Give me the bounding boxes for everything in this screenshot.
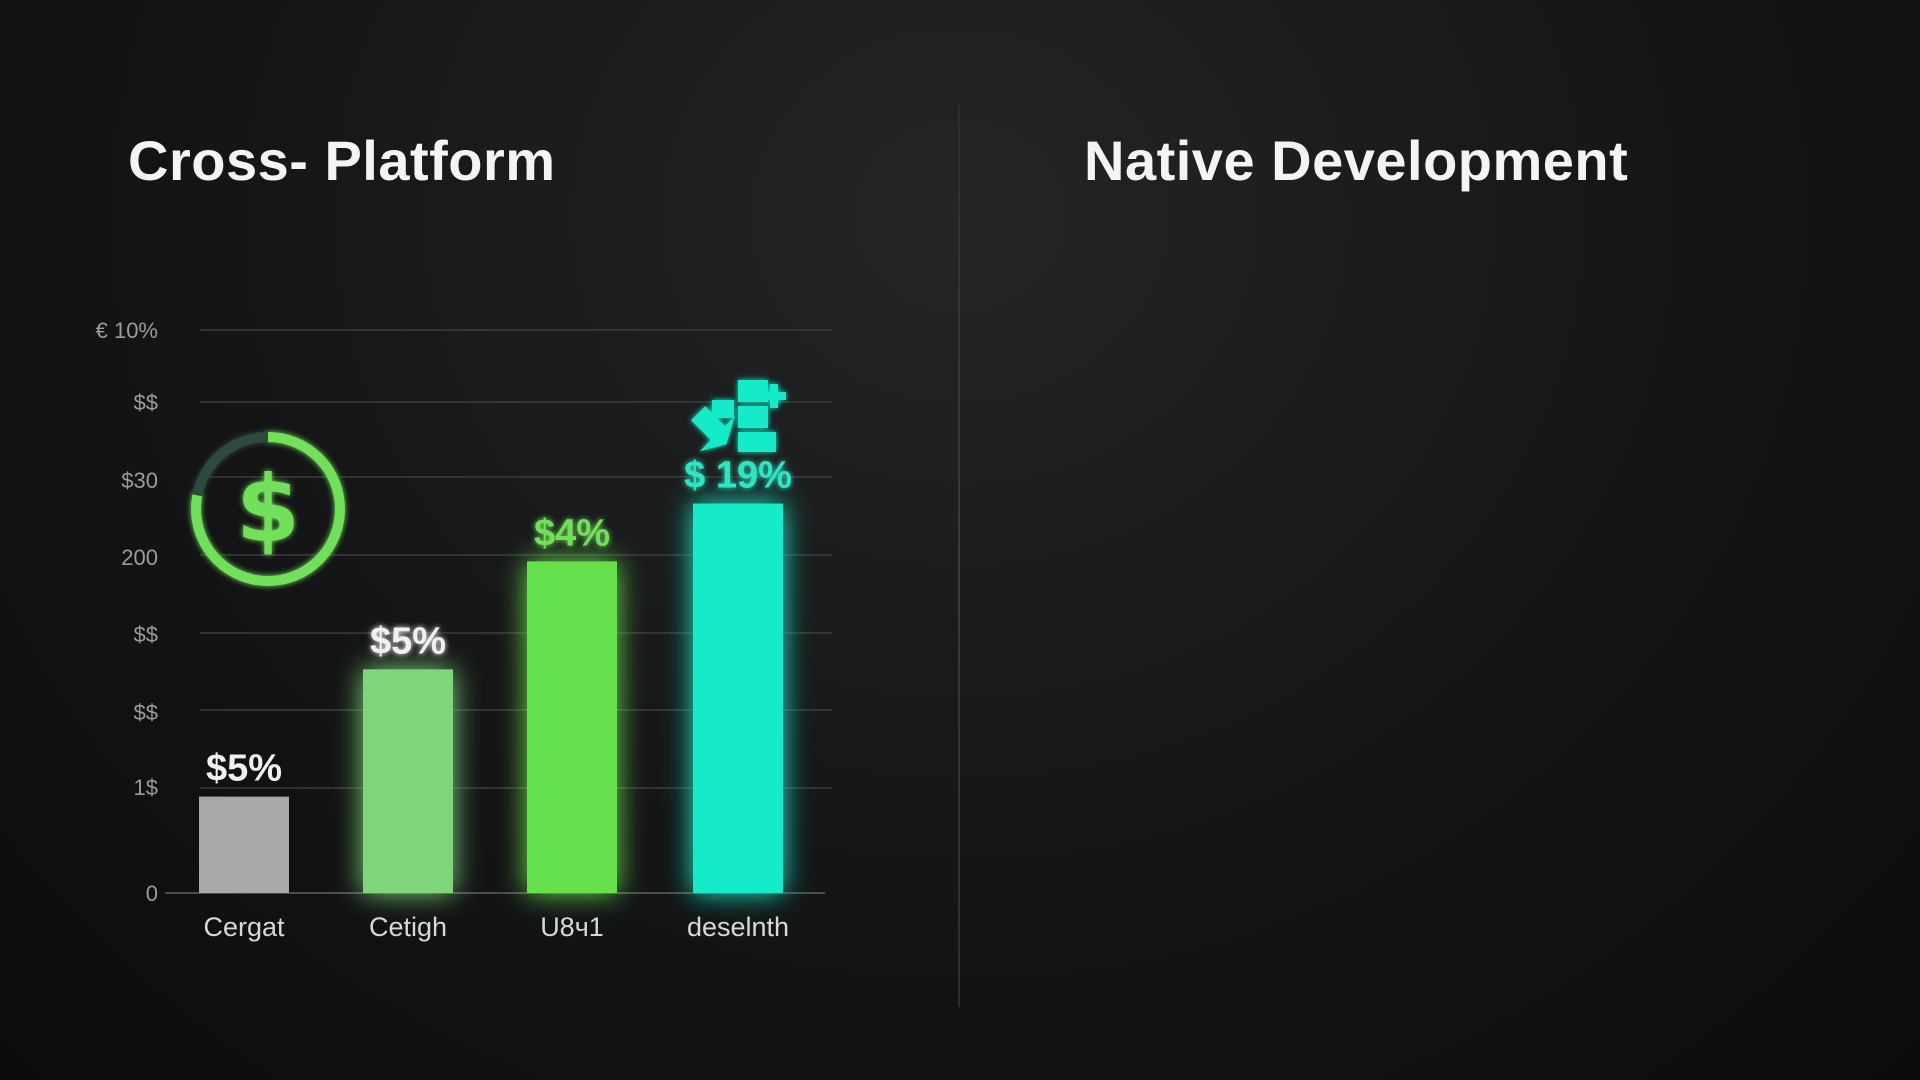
x-tick-label: Cetigh xyxy=(369,912,447,942)
bar-value-label: $ 19% xyxy=(684,455,792,497)
x-tick-label: deselnth xyxy=(687,912,789,942)
arrows-blocks-icon xyxy=(691,380,786,452)
y-tick-label: € 10% xyxy=(96,318,158,343)
bar-value-label: $5% xyxy=(206,748,282,790)
y-tick-label: 200 xyxy=(121,545,158,570)
bar-u8-1 xyxy=(527,561,617,893)
y-tick-label: $$ xyxy=(134,390,158,415)
x-tick-label: U8ч1 xyxy=(540,912,604,942)
bar-cergat xyxy=(199,796,289,893)
svg-text:$: $ xyxy=(236,456,300,563)
native-development-title: Native Development xyxy=(1084,129,1629,192)
bar-value-label: $5% xyxy=(370,620,446,662)
native-development-panel: Native Development C 10%$$$30200ꞩ$$$1$0$… xyxy=(960,0,1920,1080)
y-tick-label: 0 xyxy=(146,881,158,906)
y-tick-label: $$ xyxy=(134,700,158,725)
y-tick-label: $$ xyxy=(134,622,158,647)
cross-platform-panel: Cross- Platform € 10% $$ $30 200 $$ $$ 1$ 0 $5% C… xyxy=(96,129,832,942)
y-tick-label: $30 xyxy=(121,468,158,493)
bar-cetigh xyxy=(363,669,453,893)
y-tick-label: 1$ xyxy=(134,775,158,800)
bar-deselnth xyxy=(693,503,783,893)
bar-value-label: $4% xyxy=(534,512,610,554)
native-development-chart: C 10%$$$30200ꞩ$$$1$0$6%Sepak$ %Stegh$35%… xyxy=(960,0,1920,1080)
panel-divider xyxy=(958,105,960,1007)
x-tick-label: Cergat xyxy=(203,912,285,942)
dollar-coin-icon: $ xyxy=(191,432,345,586)
cross-platform-chart: € 10% $$ $30 200 $$ $$ 1$ 0 $5% Cergat $5% Cetigh $4… xyxy=(96,318,832,942)
cross-platform-title: Cross- Platform xyxy=(128,129,556,192)
